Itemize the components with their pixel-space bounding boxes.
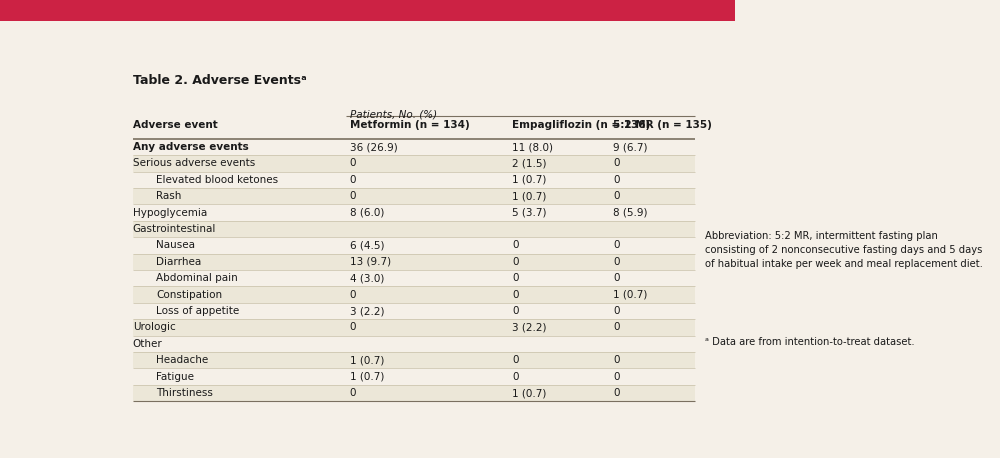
Text: 9 (6.7): 9 (6.7) [613,142,648,152]
Text: 0: 0 [512,372,519,382]
Text: 0: 0 [613,191,620,201]
Text: 3 (2.2): 3 (2.2) [350,306,384,316]
Text: Elevated blood ketones: Elevated blood ketones [156,175,278,185]
Text: 0: 0 [613,388,620,398]
Text: 2 (1.5): 2 (1.5) [512,158,547,169]
Text: 4 (3.0): 4 (3.0) [350,273,384,284]
Text: Loss of appetite: Loss of appetite [156,306,239,316]
Text: 0: 0 [350,158,356,169]
Text: Gastrointestinal: Gastrointestinal [133,224,216,234]
Text: 0: 0 [350,289,356,300]
Text: 0: 0 [350,322,356,333]
Text: Serious adverse events: Serious adverse events [133,158,255,169]
Text: 0: 0 [613,175,620,185]
Text: Fatigue: Fatigue [156,372,194,382]
Text: 0: 0 [350,388,356,398]
Text: Other: Other [133,339,162,349]
Text: ᵃ Data are from intention-to-treat dataset.: ᵃ Data are from intention-to-treat datas… [705,337,914,347]
Text: 36 (26.9): 36 (26.9) [350,142,398,152]
Text: 0: 0 [613,273,620,284]
Text: Thirstiness: Thirstiness [156,388,213,398]
Text: 0: 0 [613,240,620,251]
Text: 0: 0 [350,175,356,185]
Bar [133,155,695,172]
Text: 1 (0.7): 1 (0.7) [512,191,547,201]
Text: 6 (4.5): 6 (4.5) [350,240,384,251]
Text: Patients, No. (%): Patients, No. (%) [350,109,437,120]
Text: 1 (0.7): 1 (0.7) [512,388,547,398]
Text: 0: 0 [512,355,519,365]
Bar [133,254,695,270]
Text: 1 (0.7): 1 (0.7) [350,355,384,365]
Text: Abdominal pain: Abdominal pain [156,273,238,284]
Text: 13 (9.7): 13 (9.7) [350,257,391,267]
Text: 8 (5.9): 8 (5.9) [613,207,648,218]
Text: 0: 0 [613,355,620,365]
Text: 0: 0 [512,289,519,300]
Text: 1 (0.7): 1 (0.7) [512,175,547,185]
Bar [133,352,695,369]
Bar [133,188,695,204]
Text: Table 2. Adverse Eventsᵃ: Table 2. Adverse Eventsᵃ [133,74,306,87]
Text: 0: 0 [613,372,620,382]
Text: Constipation: Constipation [156,289,222,300]
Text: Hypoglycemia: Hypoglycemia [133,207,207,218]
Text: 0: 0 [613,322,620,333]
Text: Any adverse events: Any adverse events [133,142,248,152]
Text: 1 (0.7): 1 (0.7) [350,372,384,382]
Text: 11 (8.0): 11 (8.0) [512,142,554,152]
Bar [133,287,695,303]
Text: 0: 0 [350,191,356,201]
Text: Nausea: Nausea [156,240,195,251]
Text: Adverse event: Adverse event [133,120,218,130]
Text: 5:2 MR (n = 135): 5:2 MR (n = 135) [613,120,712,130]
Bar [133,385,695,401]
Text: 0: 0 [512,240,519,251]
Text: 3 (2.2): 3 (2.2) [512,322,547,333]
Text: Metformin (n = 134): Metformin (n = 134) [350,120,470,130]
Text: 0: 0 [512,306,519,316]
Text: Diarrhea: Diarrhea [156,257,201,267]
Bar [133,319,695,336]
Text: Urologic: Urologic [133,322,176,333]
Text: 0: 0 [613,257,620,267]
Text: 0: 0 [613,306,620,316]
Text: 8 (6.0): 8 (6.0) [350,207,384,218]
Text: 1 (0.7): 1 (0.7) [613,289,648,300]
Text: 0: 0 [613,158,620,169]
Text: Headache: Headache [156,355,208,365]
Bar [133,221,695,237]
Text: Abbreviation: 5:2 MR, intermittent fasting plan
consisting of 2 nonconsecutive f: Abbreviation: 5:2 MR, intermittent fasti… [705,231,983,269]
Text: 0: 0 [512,273,519,284]
Text: 0: 0 [512,257,519,267]
Text: Empagliflozin (n = 136): Empagliflozin (n = 136) [512,120,651,130]
Text: 5 (3.7): 5 (3.7) [512,207,547,218]
Text: Rash: Rash [156,191,181,201]
